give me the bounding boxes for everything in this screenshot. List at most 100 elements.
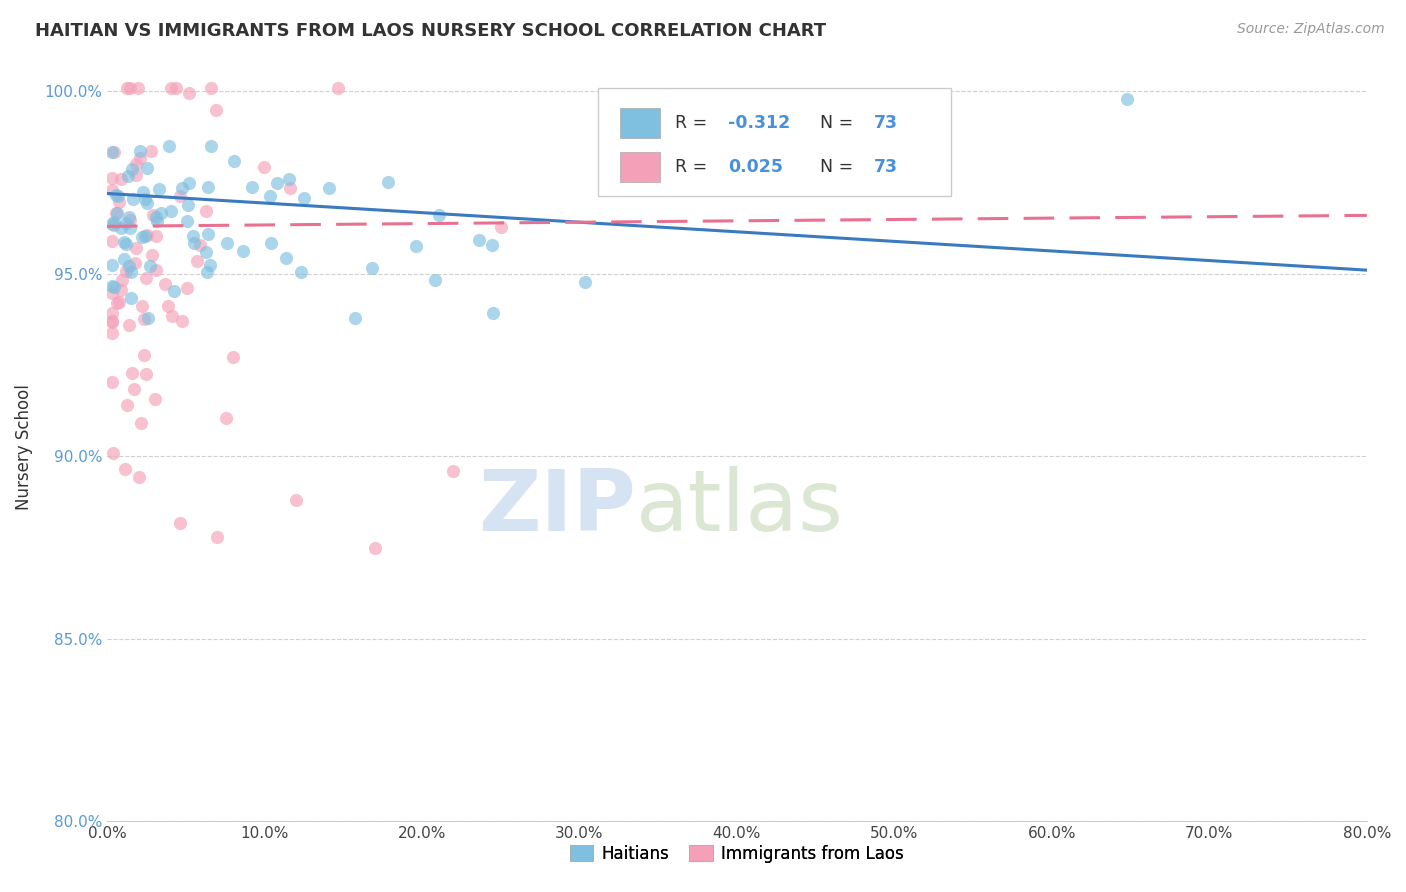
Point bbox=[100, 183, 122, 197]
Text: R =: R = bbox=[675, 114, 713, 132]
Point bbox=[103, 280, 125, 294]
Point bbox=[125, 168, 148, 182]
Text: HAITIAN VS IMMIGRANTS FROM LAOS NURSERY SCHOOL CORRELATION CHART: HAITIAN VS IMMIGRANTS FROM LAOS NURSERY … bbox=[35, 22, 827, 40]
Point bbox=[120, 291, 142, 305]
Point bbox=[274, 251, 297, 265]
Point bbox=[423, 273, 446, 287]
Point bbox=[143, 392, 166, 406]
Point bbox=[124, 256, 146, 270]
Point bbox=[183, 236, 205, 251]
Point bbox=[110, 172, 132, 186]
Point bbox=[105, 206, 128, 220]
Point bbox=[363, 541, 385, 555]
Text: atlas: atlas bbox=[636, 466, 844, 549]
Point bbox=[122, 382, 145, 396]
Point bbox=[111, 272, 134, 286]
Point bbox=[176, 281, 198, 295]
Point bbox=[134, 228, 156, 243]
Point bbox=[157, 139, 180, 153]
Point bbox=[108, 195, 131, 210]
Point bbox=[100, 315, 122, 329]
FancyBboxPatch shape bbox=[599, 88, 950, 196]
Point bbox=[222, 350, 245, 364]
Point bbox=[118, 211, 141, 225]
Point bbox=[177, 198, 200, 212]
Text: N =: N = bbox=[820, 114, 859, 132]
Point bbox=[145, 229, 167, 244]
Point bbox=[104, 206, 127, 220]
Point bbox=[139, 144, 162, 158]
Legend: Haitians, Immigrants from Laos: Haitians, Immigrants from Laos bbox=[564, 838, 911, 870]
Point bbox=[118, 80, 141, 95]
Text: 0.025: 0.025 bbox=[728, 158, 783, 176]
Point bbox=[118, 259, 141, 273]
Point bbox=[110, 283, 132, 297]
Point bbox=[177, 86, 200, 100]
Point bbox=[157, 299, 180, 313]
Point bbox=[194, 244, 217, 259]
Point bbox=[169, 516, 191, 530]
Point bbox=[318, 181, 340, 195]
Point bbox=[136, 161, 159, 175]
Point bbox=[146, 214, 169, 228]
Point bbox=[115, 263, 138, 277]
Point bbox=[118, 221, 141, 235]
Point bbox=[118, 213, 141, 227]
Point bbox=[467, 234, 489, 248]
Point bbox=[103, 215, 125, 229]
Text: Source: ZipAtlas.com: Source: ZipAtlas.com bbox=[1237, 22, 1385, 37]
Point bbox=[266, 177, 288, 191]
Point bbox=[200, 80, 222, 95]
Point bbox=[489, 219, 512, 234]
Point bbox=[145, 263, 167, 277]
Point bbox=[205, 103, 228, 117]
Point bbox=[124, 241, 146, 255]
Point bbox=[132, 348, 155, 362]
Point bbox=[160, 80, 183, 95]
Point bbox=[135, 367, 157, 381]
Point bbox=[278, 181, 301, 195]
Point bbox=[100, 234, 122, 248]
Point bbox=[134, 192, 156, 206]
Point bbox=[103, 145, 125, 159]
Point bbox=[100, 313, 122, 327]
Point bbox=[112, 235, 135, 249]
Point bbox=[160, 204, 183, 219]
Point bbox=[482, 306, 505, 320]
Point bbox=[125, 157, 148, 171]
Point bbox=[170, 314, 193, 328]
Point bbox=[284, 493, 307, 508]
Point bbox=[114, 217, 136, 231]
Point bbox=[160, 309, 183, 323]
Point bbox=[186, 253, 208, 268]
Point bbox=[290, 265, 312, 279]
Point bbox=[292, 191, 315, 205]
Point bbox=[107, 189, 129, 203]
Point bbox=[200, 139, 222, 153]
Point bbox=[198, 258, 221, 272]
Point bbox=[128, 470, 150, 484]
Point bbox=[205, 530, 228, 544]
Point bbox=[121, 161, 143, 176]
Point bbox=[101, 279, 124, 293]
Point bbox=[260, 236, 283, 251]
Point bbox=[240, 180, 263, 194]
Point bbox=[139, 260, 162, 274]
Point bbox=[100, 375, 122, 389]
Point bbox=[215, 235, 238, 250]
Point bbox=[481, 238, 503, 252]
Bar bbox=[620, 152, 659, 181]
Text: N =: N = bbox=[820, 158, 859, 176]
Point bbox=[141, 248, 163, 262]
Point bbox=[134, 312, 156, 326]
Point bbox=[121, 366, 143, 380]
Point bbox=[1116, 91, 1139, 105]
Point bbox=[100, 170, 122, 185]
Point bbox=[176, 214, 198, 228]
Point bbox=[360, 261, 382, 276]
Y-axis label: Nursery School: Nursery School bbox=[15, 384, 32, 510]
Point bbox=[172, 181, 194, 195]
Point bbox=[115, 80, 138, 95]
Point bbox=[100, 217, 122, 231]
Point bbox=[122, 193, 145, 207]
